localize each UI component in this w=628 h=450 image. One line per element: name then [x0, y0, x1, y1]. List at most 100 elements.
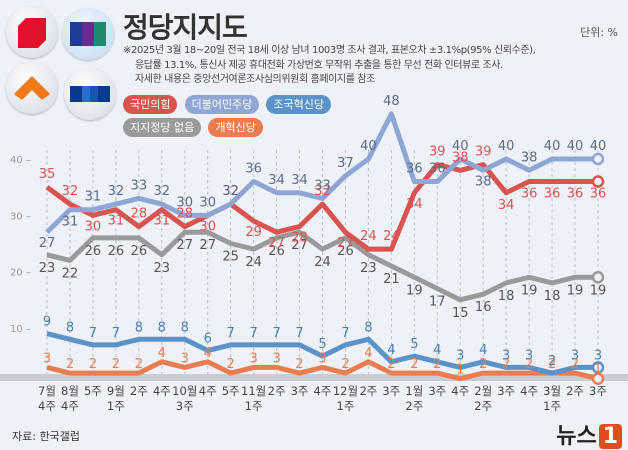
- y-tick-label: 20 –: [10, 268, 31, 279]
- x-tick-label: 3주: [589, 384, 607, 398]
- data-label: 24: [245, 255, 262, 270]
- data-label: 7: [112, 326, 120, 341]
- x-tick-label: 2주: [359, 384, 377, 398]
- data-label: 8: [135, 320, 143, 335]
- data-label: 2: [89, 357, 97, 372]
- brand-logo: 뉴스 1: [556, 418, 622, 450]
- x-tick-label: 4주: [199, 384, 217, 398]
- data-label: 36: [406, 162, 423, 177]
- data-label: 3: [43, 351, 51, 366]
- data-label: 40: [498, 139, 515, 154]
- data-label: 4: [433, 343, 441, 358]
- data-label: 2: [227, 357, 235, 372]
- data-label: 2: [571, 357, 579, 372]
- data-label: 38: [452, 150, 469, 165]
- end-marker-none: [591, 271, 605, 284]
- x-tick-sublabel: 1주: [337, 399, 355, 413]
- data-label: 27: [176, 238, 193, 253]
- x-tick-label: 3주: [382, 384, 400, 398]
- series-line-none: [46, 229, 598, 303]
- data-label: 40: [590, 139, 607, 154]
- data-label: 34: [406, 197, 423, 212]
- x-tick-label: 9월: [107, 384, 125, 398]
- data-label: 23: [360, 261, 377, 276]
- data-label: 2: [548, 354, 556, 369]
- x-tick-label: 8월: [61, 384, 79, 398]
- data-label: 26: [268, 244, 285, 259]
- data-label: 1: [456, 363, 464, 378]
- data-label: 5: [318, 337, 326, 352]
- x-tick-label: 2주: [130, 384, 148, 398]
- data-label: 32: [108, 184, 125, 199]
- data-label: 16: [475, 300, 492, 315]
- data-label: 30: [85, 219, 102, 234]
- x-tick-label: 5주: [84, 384, 102, 398]
- data-label: 9: [43, 315, 51, 330]
- data-label: 1: [594, 363, 602, 378]
- data-label: 2: [479, 357, 487, 372]
- data-label: 36: [544, 187, 561, 202]
- data-label: 21: [383, 272, 400, 287]
- x-tick-sublabel: 4주: [38, 399, 56, 413]
- data-label: 4: [387, 343, 395, 358]
- data-label: 39: [475, 145, 492, 160]
- series-line-ppp: [45, 162, 598, 252]
- unit-label: 단위: %: [580, 26, 618, 39]
- data-label: 31: [62, 215, 79, 230]
- y-tick-label: 30 –: [10, 211, 31, 222]
- x-tick-sublabel: 1주: [107, 399, 125, 413]
- x-tick-sublabel: 1주: [543, 399, 561, 413]
- data-label: 19: [567, 283, 584, 298]
- data-label: 7: [249, 326, 257, 341]
- x-tick-label: 4주: [520, 384, 538, 398]
- data-label: 3: [456, 348, 464, 363]
- x-tick-label: 4주: [153, 384, 171, 398]
- data-label: 4: [364, 346, 372, 361]
- data-label: 34: [291, 173, 308, 188]
- data-label: 30: [199, 219, 216, 234]
- data-label: 27: [199, 238, 216, 253]
- legend: 국민의힘 더불어민주당 조국혁신당 지지정당 없음 개혁신당: [123, 93, 333, 139]
- x-tick-sublabel: 2주: [474, 399, 492, 413]
- data-label: 18: [498, 289, 515, 304]
- data-label: 2: [341, 357, 349, 372]
- x-tick-label: 7월: [38, 384, 56, 398]
- data-label: 27: [268, 236, 285, 251]
- legend-ref: 개혁신당: [208, 118, 263, 137]
- data-label: 19: [406, 283, 423, 298]
- data-label: 2: [112, 357, 120, 372]
- data-label: 3: [318, 351, 326, 366]
- data-label: 32: [154, 184, 171, 199]
- data-label: 36: [245, 162, 262, 177]
- y-tick-label: 40 –: [10, 155, 31, 166]
- x-tick-label: 10월: [172, 384, 197, 398]
- data-label: 28: [176, 207, 193, 222]
- data-label: 8: [158, 320, 166, 335]
- data-label: 17: [429, 295, 446, 310]
- data-label: 36: [429, 162, 446, 177]
- note-line: 응답률 13.1%, 통신사 제공 휴대전화 가상번호 무작위 추출을 통한 무…: [135, 59, 503, 71]
- x-tick-label: 2주: [566, 384, 584, 398]
- data-label: 40: [452, 139, 469, 154]
- data-label: 34: [268, 173, 285, 188]
- data-label: 2: [135, 357, 143, 372]
- data-label: 23: [39, 261, 56, 276]
- data-label: 2: [295, 357, 303, 372]
- data-label: 27: [39, 236, 56, 251]
- end-marker-dem: [591, 152, 605, 166]
- data-label: 8: [66, 320, 74, 335]
- data-label: 36: [521, 187, 538, 202]
- data-label: 24: [314, 255, 331, 270]
- data-label: 15: [452, 306, 469, 321]
- survey-note: ※2025년 3월 18~20일 전국 18세 이상 남녀 1003명 조사 결…: [123, 44, 536, 88]
- data-label: 27: [291, 238, 308, 253]
- democratic-logo-icon: [62, 8, 114, 60]
- y-tick-label: 10 –: [10, 324, 31, 335]
- data-label: 3: [594, 348, 602, 363]
- end-marker-ppp: [591, 175, 605, 188]
- source-label: 자료: 한국갤럽: [12, 430, 80, 443]
- series-line-ref: [46, 359, 599, 382]
- data-label: 26: [85, 244, 102, 259]
- data-label: 7: [272, 326, 280, 341]
- data-label: 2: [66, 357, 74, 372]
